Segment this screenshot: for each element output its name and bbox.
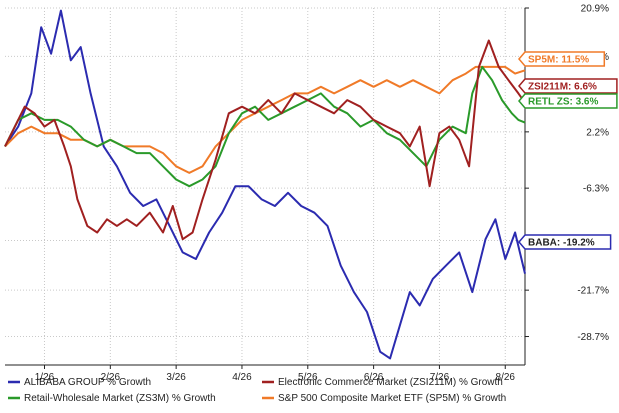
- series-line-1: [4, 39, 526, 241]
- value-flag-3: SP5M: 11.5%: [518, 51, 606, 67]
- x-tick-label: 2/26: [101, 372, 121, 383]
- value-flag-label: SP5M: 11.5%: [528, 55, 589, 66]
- value-flag-label: ZSI211M: 6.6%: [528, 82, 597, 93]
- legend-label: Retail-Wholesale Market (ZS3M) % Growth: [24, 393, 216, 404]
- y-tick-label: -28.7%: [577, 332, 609, 343]
- series-line-0: [4, 9, 526, 360]
- x-tick-label: 8/26: [496, 372, 516, 383]
- value-flag-box: [518, 51, 606, 67]
- y-tick-label: -21.7%: [577, 286, 609, 297]
- x-tick-label: 3/26: [166, 372, 186, 383]
- value-flag-label: RETL ZS: 3.6%: [528, 97, 598, 108]
- legend-label: S&P 500 Composite Market ETF (SP5M) % Gr…: [278, 393, 506, 404]
- legend: ALIBABA GROUP % Growth Electronic Commerc…: [8, 377, 506, 404]
- value-flag-1: ZSI211M: 6.6%: [518, 78, 618, 94]
- y-tick-label: 20.9%: [581, 4, 609, 15]
- x-tick-label: 5/26: [298, 372, 318, 383]
- value-flag-box: [518, 234, 612, 250]
- series-line-3: [4, 65, 526, 174]
- series-lines: [4, 9, 526, 360]
- legend-item-1: Electronic Commerce Market (ZSI211M) % G…: [262, 377, 503, 388]
- axes: 20.9%%2.2%-6.3%-14.2%-21.7%-28.7%1/262/2…: [5, 4, 609, 383]
- legend-item-0: ALIBABA GROUP % Growth: [8, 377, 151, 388]
- value-flags: SP5M: 11.5% ZSI211M: 6.6% RETL ZS: 3.6% BAB…: [518, 51, 618, 250]
- value-flag-box: [518, 93, 618, 109]
- x-tick-label: 6/26: [364, 372, 384, 383]
- legend-item-3: S&P 500 Composite Market ETF (SP5M) % Gr…: [262, 393, 506, 404]
- grid: [5, 7, 525, 365]
- value-flag-label: BABA: -19.2%: [528, 238, 595, 249]
- y-tick-label: 2.2%: [586, 127, 609, 138]
- legend-label: ALIBABA GROUP % Growth: [24, 377, 151, 388]
- value-flag-box: [518, 78, 618, 94]
- x-tick-label: 7/26: [430, 372, 450, 383]
- legend-item-2: Retail-Wholesale Market (ZS3M) % Growth: [8, 393, 216, 404]
- x-tick-label: 4/26: [232, 372, 252, 383]
- value-flag-2: RETL ZS: 3.6%: [518, 93, 618, 109]
- legend-label: Electronic Commerce Market (ZSI211M) % G…: [278, 377, 503, 388]
- value-flag-0: BABA: -19.2%: [518, 234, 612, 250]
- y-tick-label: -6.3%: [583, 184, 609, 195]
- x-tick-label: 1/26: [35, 372, 55, 383]
